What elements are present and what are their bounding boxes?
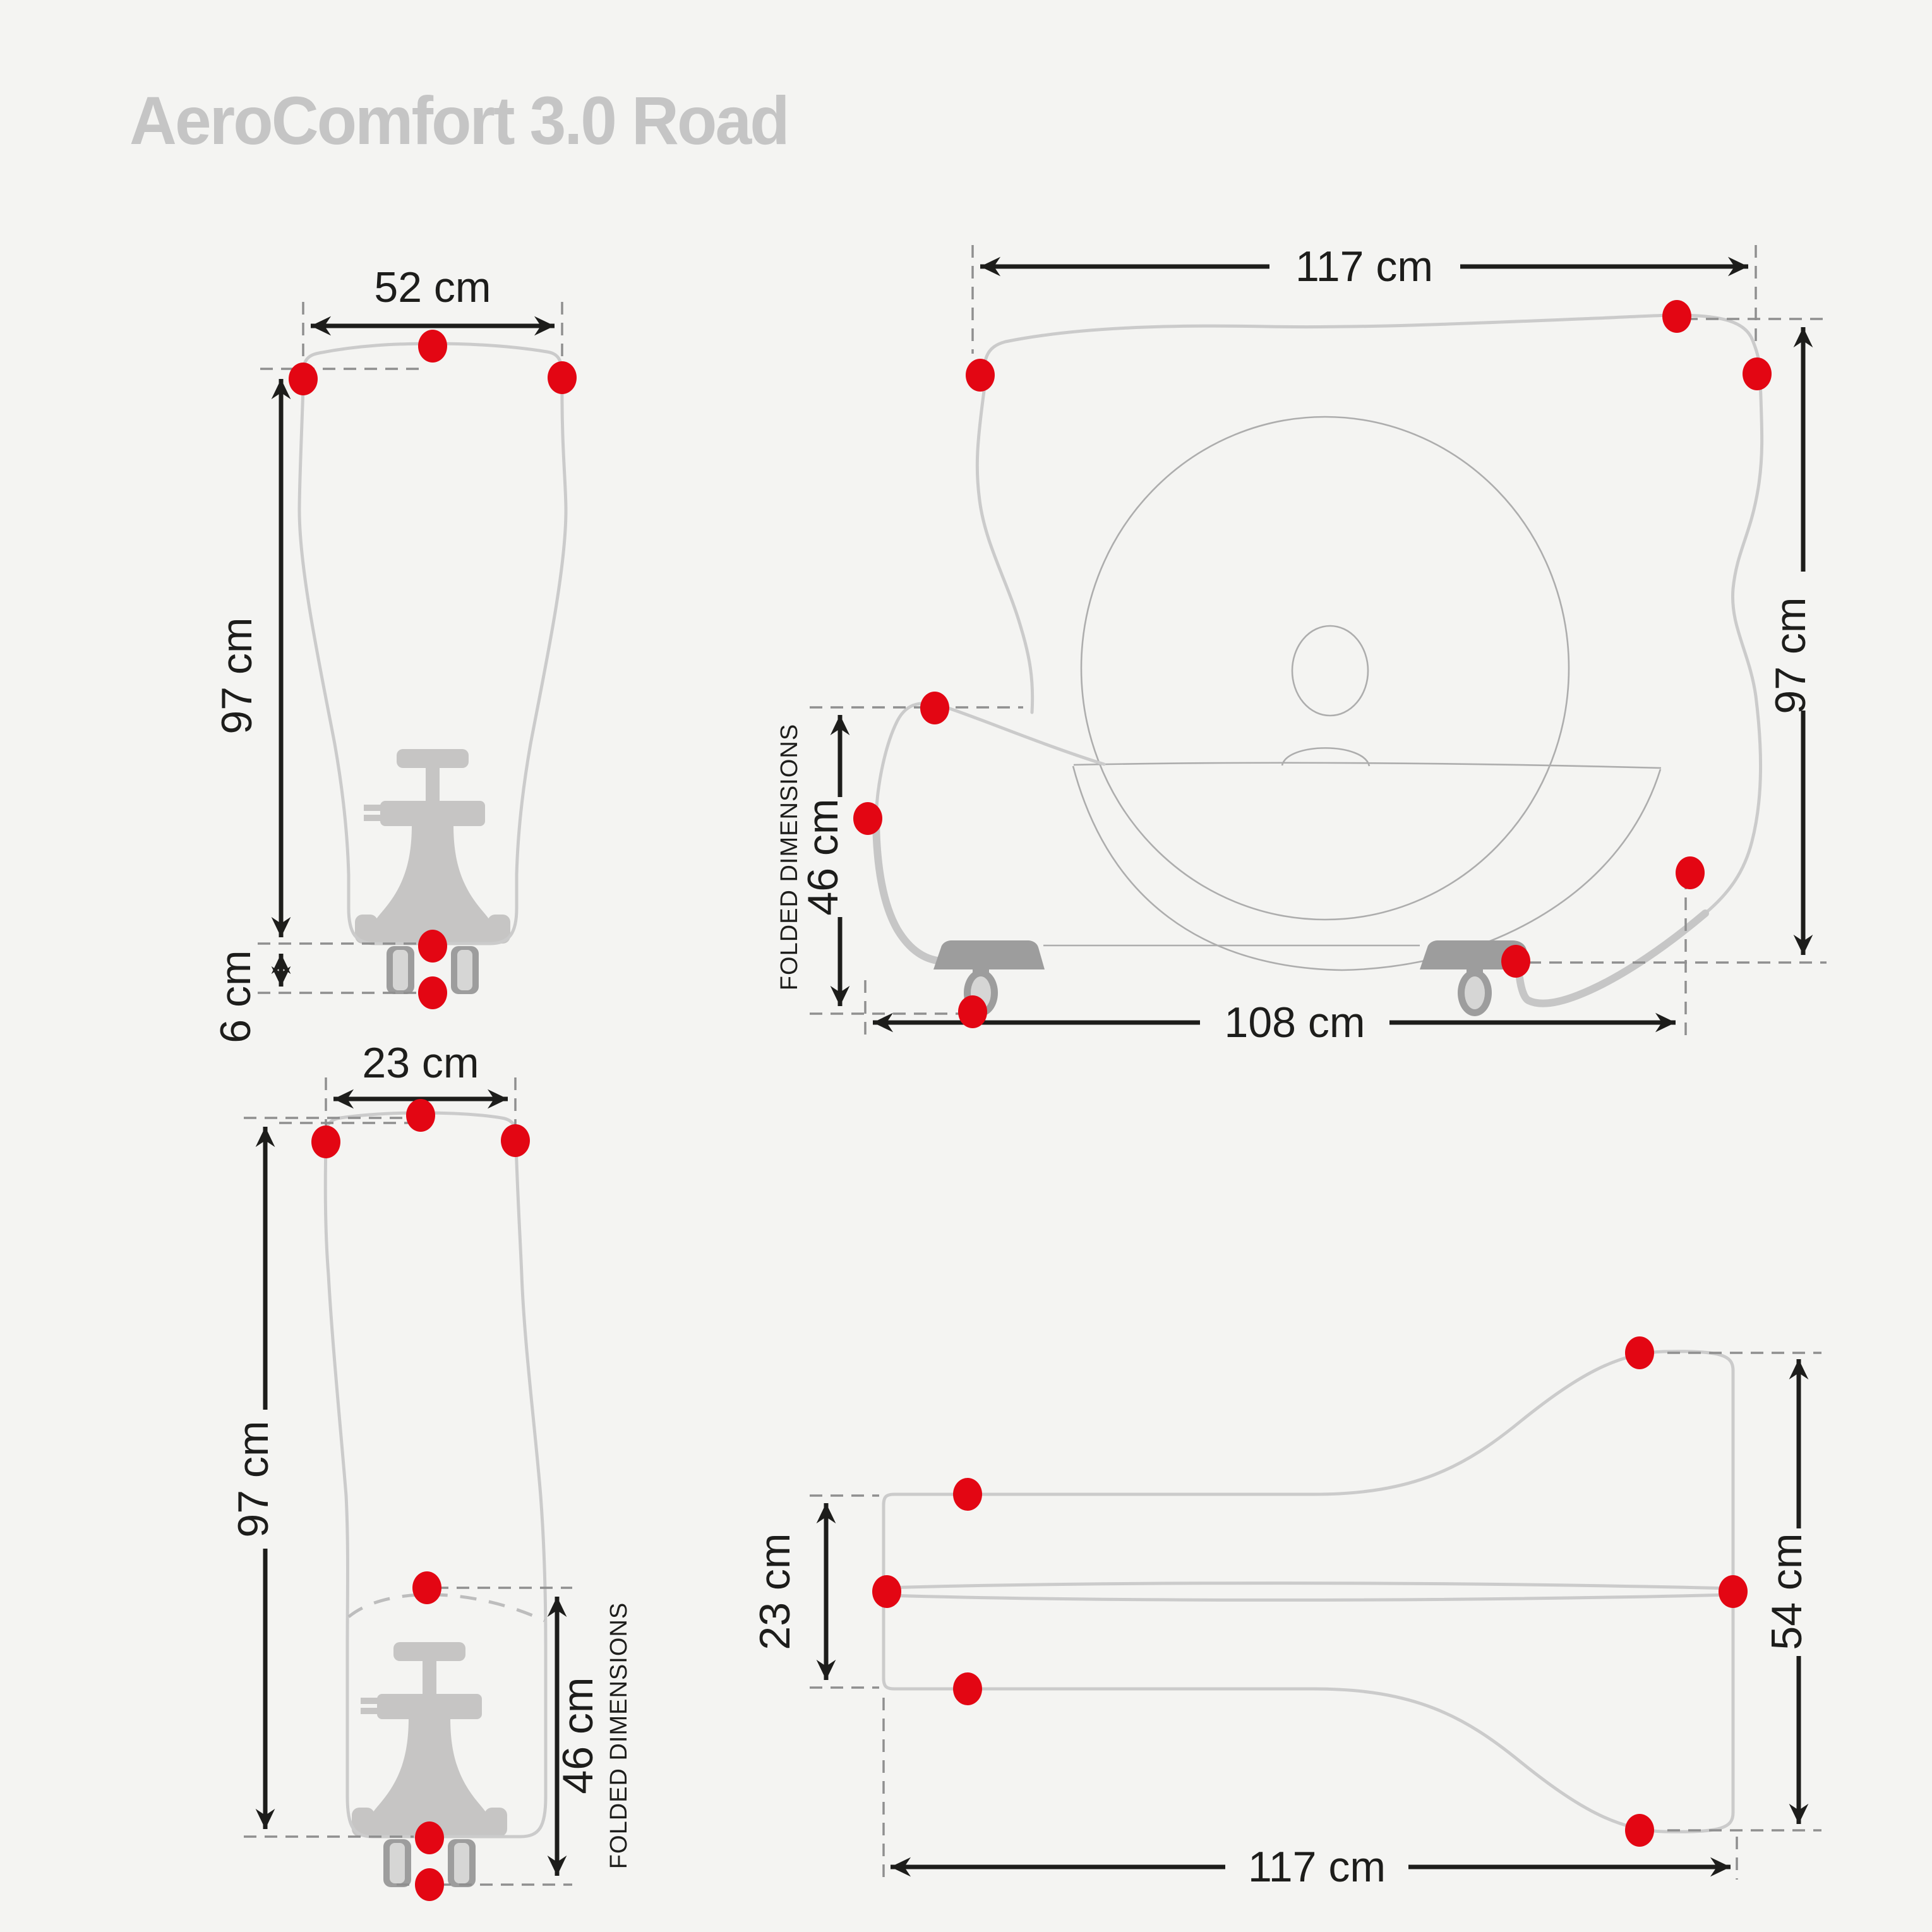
- dim-back-folded-label: 46 cm: [554, 1677, 602, 1794]
- measure-point-dot: [418, 930, 447, 963]
- dim-front-height-label: 97 cm: [213, 617, 261, 734]
- fold-seam-line: [1073, 762, 1662, 769]
- measure-point-dot: [501, 1124, 530, 1157]
- measure-point-dot: [418, 330, 447, 363]
- page-title: AeroComfort 3.0 Road: [129, 82, 790, 159]
- measure-point-dot: [418, 976, 447, 1009]
- bag-outline-top: [882, 1350, 1735, 1833]
- dim-side-height-label: 97 cm: [1767, 597, 1815, 714]
- measure-point-dot: [1743, 357, 1772, 390]
- measure-point-dot: [872, 1575, 901, 1608]
- measure-point-dot: [1662, 300, 1691, 333]
- bag-outline-side: [975, 313, 1764, 915]
- dim-top-frontwidth-label: 23 cm: [751, 1533, 799, 1650]
- back-folded-view: 23 cm 97 cm 46 cm FOLDED DIMENSIONS: [229, 1039, 632, 1901]
- measure-point-dot: [953, 1672, 982, 1705]
- dim-side-width-label: 117 cm: [1295, 243, 1433, 291]
- measure-point-dot: [415, 1821, 444, 1854]
- front-view: 52 cm 97 cm 6 cm: [212, 263, 577, 1043]
- center-seam-line: [885, 1581, 1732, 1590]
- wheel-hub-circle: [1291, 625, 1369, 717]
- hub-bump-line: [1281, 747, 1371, 767]
- measure-point-dot: [1625, 1814, 1654, 1847]
- trolley-base-right: [1420, 940, 1527, 969]
- measure-point-dot: [289, 363, 318, 395]
- caster-wheel-right-inner: [1465, 976, 1485, 1009]
- center-seam-line: [885, 1593, 1732, 1602]
- measure-point-dot: [853, 802, 882, 835]
- lower-seam-curve: [1072, 765, 1662, 971]
- measure-point-dot: [920, 692, 949, 724]
- bike-wheel-circle: [1080, 416, 1570, 921]
- dim-front-width-label: 52 cm: [374, 263, 491, 311]
- measure-point-dot: [548, 361, 577, 394]
- measure-point-dot: [966, 359, 995, 392]
- bag-outline-back: [323, 1111, 548, 1839]
- measure-point-dot: [1625, 1336, 1654, 1369]
- dim-top-length-label: 117 cm: [1248, 1843, 1386, 1891]
- bag-outline-front: [297, 342, 568, 945]
- folded-top-arc: [347, 1593, 546, 1623]
- measure-point-dot: [412, 1571, 441, 1604]
- folded-dimensions-caption: FOLDED DIMENSIONS: [606, 1602, 632, 1869]
- rolled-edge-rear: [1516, 909, 1709, 1007]
- side-view: 117 cm 97 cm 46 cm FOLDED DIMENSIONS 108…: [776, 243, 1827, 1047]
- dim-back-width-label: 23 cm: [362, 1039, 479, 1087]
- measure-point-dot: [953, 1478, 982, 1511]
- measure-point-dot: [415, 1868, 444, 1901]
- measure-point-dot: [1501, 945, 1530, 978]
- measure-point-dot: [406, 1099, 435, 1132]
- top-view: 23 cm 54 cm 117 cm: [751, 1336, 1821, 1891]
- measure-point-dot: [958, 995, 987, 1028]
- measure-point-dot: [1676, 856, 1705, 889]
- measure-point-dot: [311, 1125, 340, 1158]
- rolled-edge-front: [872, 817, 949, 965]
- dim-back-height-label: 97 cm: [229, 1420, 277, 1537]
- folded-front-outline: [874, 702, 1106, 823]
- folded-dimensions-caption: FOLDED DIMENSIONS: [776, 724, 803, 990]
- trolley-base-left: [933, 940, 1045, 969]
- dim-wheelbase-label: 108 cm: [1225, 999, 1365, 1047]
- dim-folded-height-label: 46 cm: [799, 798, 847, 915]
- dim-ground-clearance-label: 6 cm: [212, 950, 260, 1043]
- measure-point-dot: [1719, 1575, 1748, 1608]
- dim-top-rearwidth-label: 54 cm: [1763, 1533, 1811, 1650]
